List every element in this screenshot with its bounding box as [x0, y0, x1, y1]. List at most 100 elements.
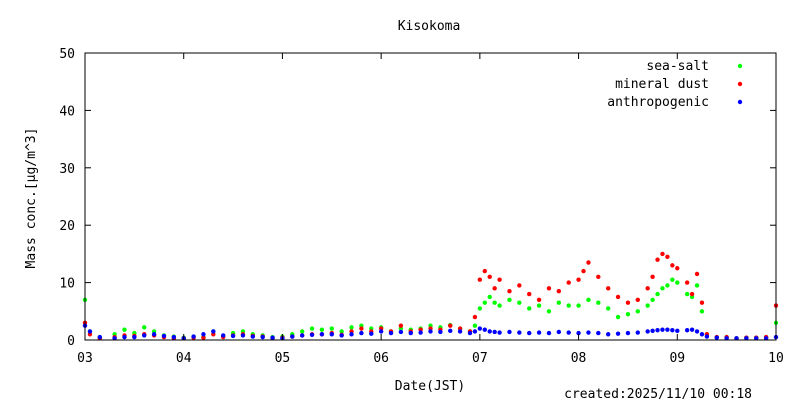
series-anthropogenic [82, 323, 779, 341]
data-point [339, 333, 344, 338]
data-point [675, 280, 680, 285]
data-point [605, 286, 611, 291]
data-point [487, 274, 492, 280]
data-point [221, 333, 226, 338]
data-point [605, 306, 611, 311]
data-point [467, 330, 473, 336]
x-axis-label: Date(JST) [395, 379, 465, 394]
data-point [230, 333, 236, 339]
data-point [566, 280, 571, 285]
data-point [625, 300, 631, 305]
legend-marker [737, 81, 743, 87]
data-point [566, 330, 571, 335]
y-tick-label: 10 [59, 277, 75, 292]
data-point [763, 336, 769, 341]
x-tick-label: 10 [768, 351, 784, 366]
plot-frame [84, 52, 777, 341]
chart-title: Kisokoma [398, 19, 461, 34]
data-point [457, 329, 463, 334]
data-point [527, 291, 532, 297]
data-point [536, 330, 542, 335]
data-point [699, 300, 705, 305]
data-point [151, 332, 157, 337]
data-point [615, 294, 621, 300]
data-point [349, 325, 354, 330]
data-point [482, 300, 487, 305]
data-point [684, 328, 690, 333]
data-point [418, 330, 423, 335]
data-point [87, 329, 93, 334]
data-point [492, 300, 497, 305]
data-point [605, 332, 611, 337]
data-point [635, 309, 640, 314]
data-point [507, 329, 512, 335]
data-point [536, 303, 542, 308]
x-tick-label: 05 [275, 351, 291, 366]
data-point [670, 263, 675, 268]
data-point [699, 332, 705, 337]
data-point [448, 328, 453, 334]
data-point [734, 336, 739, 341]
created-timestamp: created:2025/11/10 00:18 [564, 387, 752, 400]
data-point [704, 334, 710, 339]
data-point [694, 329, 700, 334]
x-tick-label: 08 [571, 351, 587, 366]
data-point [546, 286, 552, 291]
data-point [689, 327, 695, 332]
data-point [472, 329, 478, 334]
data-point [359, 330, 364, 336]
data-point [665, 283, 670, 288]
data-point [492, 286, 497, 291]
x-tick-label: 03 [77, 351, 93, 366]
data-point [655, 291, 660, 297]
data-point [270, 335, 275, 340]
data-point [497, 330, 502, 335]
data-point [650, 297, 655, 303]
data-point [660, 327, 665, 332]
legend: sea-salt mineral dust anthropogenic [607, 59, 743, 110]
y-axis-label-main: Mass conc.[ [24, 182, 39, 268]
data-point [615, 314, 621, 320]
data-point [438, 329, 443, 335]
data-point [670, 328, 675, 333]
data-point [378, 329, 384, 334]
data-point [645, 303, 650, 308]
data-point [754, 336, 759, 341]
data-point [191, 334, 196, 339]
ticks-layer: 0 10 20 30 40 50 03 04 05 06 07 08 09 10 [59, 47, 783, 366]
data-point [211, 329, 216, 334]
data-point [122, 327, 127, 332]
data-point [112, 336, 117, 341]
data-point [517, 283, 522, 288]
data-point [586, 297, 591, 303]
data-point [398, 329, 404, 335]
data-point [477, 277, 483, 282]
data-point [250, 334, 256, 339]
x-tick-label: 09 [669, 351, 685, 366]
data-point [201, 335, 206, 340]
data-point [428, 329, 433, 334]
data-point [670, 277, 675, 282]
data-point [398, 323, 404, 328]
data-point [487, 294, 492, 300]
points-layer [82, 251, 779, 341]
data-point [517, 300, 522, 305]
data-point [576, 330, 581, 336]
data-point [507, 289, 512, 294]
data-point [714, 335, 719, 340]
data-point [586, 260, 591, 265]
data-point [507, 297, 512, 303]
x-tick-label: 04 [176, 351, 192, 366]
data-point [309, 332, 315, 338]
data-point [645, 286, 650, 291]
data-point [744, 336, 749, 341]
data-point [655, 257, 660, 262]
x-tick-label: 07 [472, 351, 488, 366]
legend-marker [737, 99, 743, 105]
data-point [122, 334, 127, 340]
y-tick-label: 50 [59, 47, 75, 62]
data-point [472, 323, 478, 328]
data-point [660, 251, 665, 257]
data-point [625, 311, 631, 317]
data-point [660, 286, 665, 291]
